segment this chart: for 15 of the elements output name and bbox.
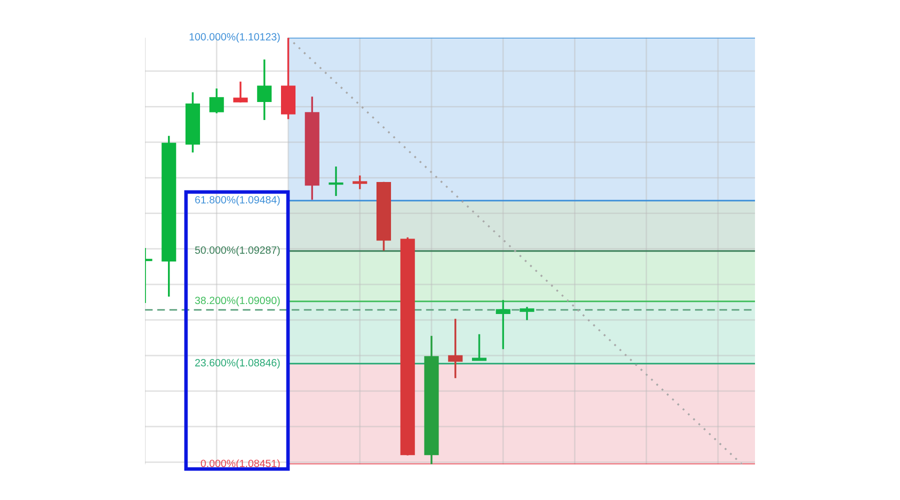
candlestick <box>352 174 368 190</box>
candlestick <box>496 299 510 350</box>
candlestick <box>257 58 272 121</box>
candlestick <box>328 166 344 197</box>
candlestick <box>520 306 534 322</box>
ref-line-label: 0.000%(1.08451) <box>200 459 280 470</box>
ref-line-label: 23.600%(1.08846) <box>195 358 280 368</box>
ref-line-label: 50.000%(1.09287) <box>195 246 280 256</box>
candlestick <box>448 318 463 380</box>
ref-line-label: 38.200%(1.09090) <box>195 296 280 306</box>
candlestick <box>209 88 224 114</box>
candlestick <box>472 333 487 362</box>
ref-line-label: 100.000%(1.10123) <box>190 32 280 43</box>
ref-line-label: 61.800%(1.09484) <box>195 196 280 206</box>
candlestick <box>233 80 248 104</box>
